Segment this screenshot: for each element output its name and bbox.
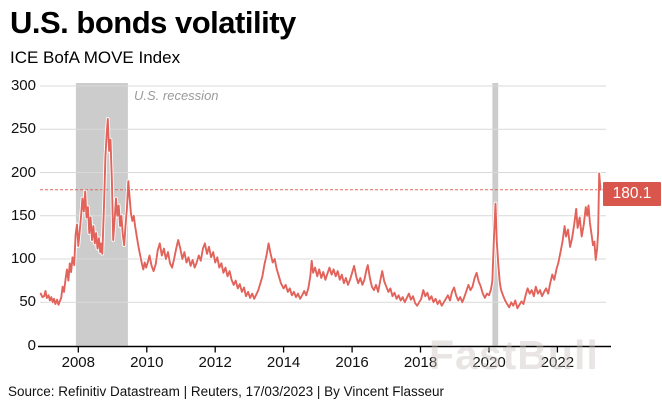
watermark: FastBull xyxy=(429,332,599,378)
chart-subtitle: ICE BofA MOVE Index xyxy=(10,48,181,67)
y-tick-label: 50 xyxy=(19,293,36,311)
x-tick-label: 2010 xyxy=(130,353,164,371)
y-tick-label: 250 xyxy=(10,120,36,138)
y-tick-label: 100 xyxy=(10,250,36,267)
last-value-badge: 180.1 xyxy=(603,182,661,207)
x-tick-label: 2014 xyxy=(266,353,301,371)
source-line: Source: Refinitiv Datastream | Reuters, … xyxy=(8,384,444,399)
y-tick-label: 150 xyxy=(10,206,36,224)
x-tick-label: 2008 xyxy=(61,353,95,371)
y-tick-label: 300 xyxy=(10,77,36,94)
recession-annotation: U.S. recession xyxy=(134,88,219,103)
x-tick-label: 2020 xyxy=(472,353,506,371)
x-tick-label: 2016 xyxy=(335,353,369,371)
y-tick-label: 200 xyxy=(10,163,36,181)
page-title: U.S. bonds volatility xyxy=(10,5,296,40)
y-tick-label: 0 xyxy=(27,336,36,354)
x-tick-label: 2018 xyxy=(403,353,438,371)
x-tick-label: 2022 xyxy=(540,353,575,371)
x-tick-label: 2012 xyxy=(198,353,232,371)
series-line xyxy=(39,117,602,310)
